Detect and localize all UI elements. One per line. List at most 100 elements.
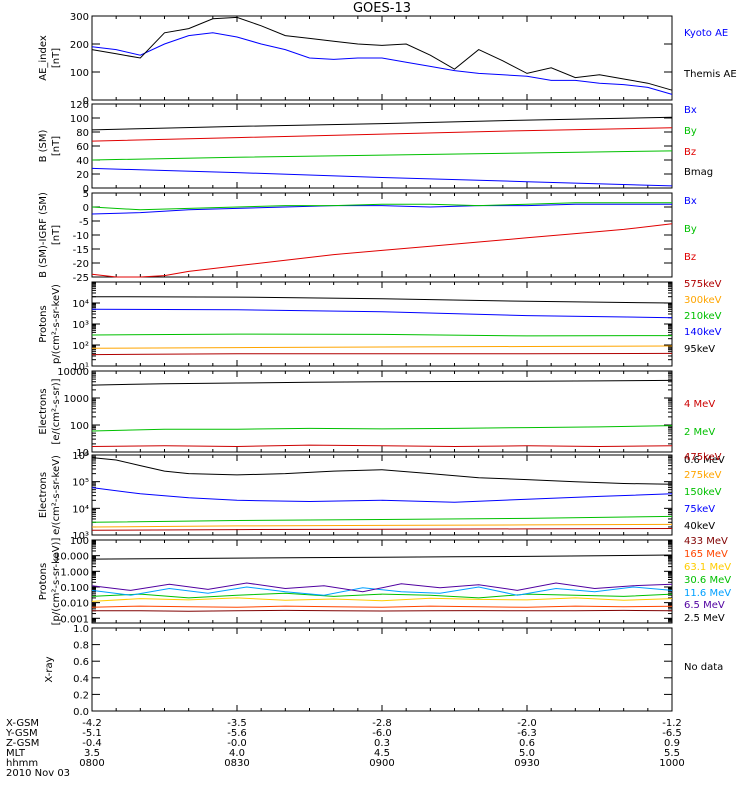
y-tick-label: 0.8 [73, 641, 89, 652]
series-line-4-MeV [91, 444, 673, 448]
legend-entry: 11.6 MeV [684, 588, 731, 599]
panel-b-igrf: -25 -20 -15 -10 -5 0 5 B (SM)-IGRF (SM) [nT] Bx By… [38, 189, 697, 284]
footer-value: -4.2 [82, 718, 102, 729]
footer-value: 0930 [514, 758, 539, 769]
y-tick-label: 10.000 [54, 552, 89, 563]
y-tick-label: 0.100 [60, 583, 89, 594]
y-axis-label: [e/(cm²-s-sr)] [51, 378, 62, 444]
panel-b-sm: 0 20 40 60 80 100 120 B (SM) [nT] Bx By Bz Bmag [38, 100, 713, 195]
panel-ae: 0 100 200 300 AE_index [nT] Kyoto AE Themis AE [38, 12, 737, 107]
footer-value: 4.5 [374, 748, 390, 759]
footer-row-label: X-GSM [6, 718, 39, 729]
legend-entry: 433 MeV [684, 536, 728, 547]
y-tick-label: -25 [73, 273, 89, 284]
panel-xray: 0.0 0.2 0.4 0.6 0.8 1.0 X-ray No data [44, 624, 723, 718]
series-line-165-MeV [91, 605, 673, 608]
footer-value: 4.0 [229, 748, 245, 759]
y-tick-label: -5 [79, 217, 89, 228]
y-tick-label: 1.000 [60, 567, 89, 578]
y-tick-label: 80 [76, 128, 89, 139]
y-tick-label: 120 [70, 100, 89, 111]
y-axis-label: [nT] [51, 136, 62, 156]
y-tick-label: 10⁵ [72, 478, 89, 489]
series-line-Bz [91, 223, 673, 278]
footer-value: -1.2 [662, 718, 682, 729]
legend-entry: 0.6 MeV [684, 455, 725, 466]
y-tick-label: 20 [76, 170, 89, 181]
series-line-475keV [91, 528, 673, 531]
y-axis-label: Protons [38, 305, 49, 342]
y-tick-label: 0.2 [73, 690, 89, 701]
y-axis-label: B (SM)-IGRF (SM) [38, 192, 49, 278]
footer-value: 0.3 [374, 738, 390, 749]
footer-row-label: Z-GSM [6, 738, 39, 749]
series-line-Bx [91, 167, 673, 187]
y-axis-label: Electrons [38, 472, 49, 518]
legend-entry: 63.1 MeV [684, 562, 731, 573]
footer-value: -3.5 [227, 718, 247, 729]
panel-frame [91, 103, 673, 189]
series-line-Themis-AE [91, 16, 673, 91]
y-tick-label: 100 [70, 114, 89, 125]
footer-value: 0900 [369, 758, 394, 769]
y-tick-label: 0 [83, 96, 89, 107]
y-tick-label: 10² [72, 341, 89, 352]
series-line-11.6-MeV [91, 586, 673, 596]
legend-entry: 475keV [684, 452, 722, 463]
footer-value: 0830 [224, 758, 249, 769]
series-line-Kyoto-AE [91, 32, 673, 95]
series-line-150keV [91, 515, 673, 523]
legend-entry: Bx [684, 105, 697, 116]
legend-entry: Bx [684, 196, 697, 207]
series-line-95keV [91, 296, 673, 304]
footer-value: -6.3 [517, 728, 537, 739]
y-tick-label: 0.0 [73, 707, 89, 718]
series-line-2.5-MeV [91, 554, 673, 560]
y-tick-label: 1.0 [73, 624, 89, 635]
legend-entry: 165 MeV [684, 549, 728, 560]
series-line-6.5-MeV [91, 582, 673, 593]
footer-date: 2010 Nov 03 [6, 768, 70, 779]
footer-row-label: hhmm [6, 758, 38, 769]
y-axis-label: Protons [38, 563, 49, 600]
y-tick-label: -10 [73, 231, 89, 242]
legend-entry: 6.5 MeV [684, 600, 725, 611]
y-axis-label: [nT] [51, 225, 62, 245]
y-tick-label: 100 [70, 536, 89, 547]
footer-value: -2.8 [372, 718, 392, 729]
y-axis-label: B (SM) [38, 129, 49, 162]
y-tick-label: 10⁴ [72, 299, 89, 310]
y-tick-label: 10³ [72, 531, 89, 542]
series-line-210keV [91, 333, 673, 337]
panel-electrons-mev: 10 100 1000 10000 Electrons [e/(cm²-s-sr)] 4 M… [38, 367, 725, 466]
series-line-Bx [91, 203, 672, 215]
y-tick-label: 1000 [64, 394, 89, 405]
y-tick-label: 300 [70, 12, 89, 23]
legend-entry: 2 MeV [684, 427, 715, 438]
legend-entry: By [684, 224, 697, 235]
y-tick-label: 10³ [72, 320, 89, 331]
no-data-annotation: No data [684, 662, 723, 673]
series-line-300keV [91, 345, 673, 349]
legend-entry: 575keV [684, 279, 722, 290]
series-line-575keV [91, 352, 673, 356]
y-tick-label: 0 [83, 203, 89, 214]
y-axis-label: p/(cm²-s-sr-keV) [51, 284, 62, 364]
y-tick-label: 0.001 [60, 614, 89, 625]
footer-value: -5.1 [82, 728, 102, 739]
series-line-2-MeV [91, 425, 673, 432]
legend-entry: 30.6 MeV [684, 575, 731, 586]
y-tick-label: 40 [76, 156, 89, 167]
series-line-275keV [91, 523, 673, 528]
legend-entry: By [684, 126, 697, 137]
y-tick-label: 60 [76, 142, 89, 153]
panel-protons-mev: 0.001 0.010 0.100 1.000 10.000 100 Protons [p/(… [38, 536, 731, 625]
legend-entry: 75keV [684, 504, 715, 515]
legend-entry: Bmag [684, 167, 713, 178]
legend-entry: 95keV [684, 344, 715, 355]
y-tick-label: 10⁶ [72, 451, 89, 462]
series-line-40keV [91, 457, 673, 485]
series-line-30.6-MeV [91, 592, 673, 599]
y-tick-label: 0.4 [73, 674, 89, 685]
